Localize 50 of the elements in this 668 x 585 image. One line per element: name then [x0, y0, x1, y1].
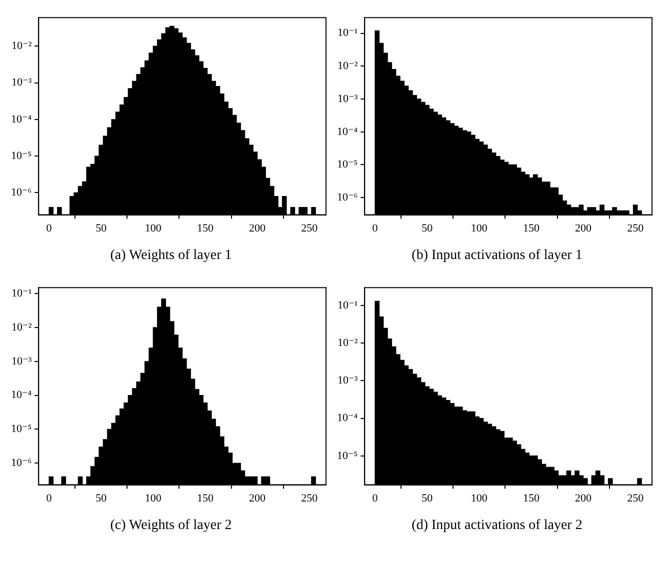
y-tick-label: 10⁻³	[12, 355, 32, 368]
x-tick-label: 200	[249, 222, 266, 234]
x-tick-label: 0	[46, 222, 52, 234]
x-tick-label: 200	[249, 492, 266, 504]
y-tick-label: 10⁻²	[12, 40, 32, 52]
y-tick-label: 10⁻³	[12, 76, 32, 89]
y-tick-label: 10⁻³	[338, 92, 358, 105]
y-tick-label: 10⁻⁵	[336, 450, 358, 462]
x-tick-label: 250	[627, 222, 644, 234]
x-tick-label: 200	[575, 222, 592, 234]
text: (c) Weights of layer 2	[109, 518, 233, 534]
y-tick-label: 10⁻⁴	[336, 126, 358, 138]
text: (a) Weights of layer 1	[109, 248, 233, 264]
y-tick-label: 10⁻⁴	[10, 113, 32, 126]
x-tick-label: 0	[46, 492, 52, 504]
y-tick-label: 10⁻⁶	[336, 192, 358, 204]
x-tick-label: 0	[372, 222, 378, 234]
x-tick-label: 50	[96, 222, 108, 234]
y-tick-label: 10⁻⁵	[10, 150, 32, 162]
x-tick-label: 50	[96, 492, 108, 504]
x-tick-label: 0	[372, 492, 378, 504]
x-tick-label: 100	[470, 222, 488, 234]
y-tick-label: 10⁻⁵	[336, 158, 358, 171]
y-tick-label: 10⁻²	[338, 337, 358, 350]
y-tick-label: 10⁻⁶	[10, 457, 32, 470]
y-tick-label: 10⁻²	[12, 321, 32, 334]
x-tick-label: 150	[196, 492, 214, 504]
x-tick-label: 250	[301, 492, 318, 504]
x-tick-label: 50	[422, 222, 434, 234]
x-tick-label: 100	[470, 492, 488, 504]
text: (b) Input activations of layer 1	[410, 248, 584, 264]
y-tick-label: 10⁻⁴	[336, 412, 358, 424]
y-tick-label: 10⁻⁴	[10, 389, 32, 402]
y-tick-label: 10⁻³	[338, 374, 358, 387]
text: (d) Input activations of layer 2	[410, 518, 584, 534]
x-tick-label: 250	[627, 492, 644, 504]
y-tick-label: 10⁻²	[338, 60, 358, 72]
x-tick-label: 250	[301, 222, 318, 234]
x-tick-label: 200	[575, 492, 592, 504]
y-tick-label: 10⁻¹	[338, 299, 358, 312]
y-tick-label: 10⁻⁵	[10, 423, 32, 436]
x-tick-label: 100	[144, 492, 162, 504]
x-tick-label: 50	[422, 492, 434, 504]
x-tick-label: 150	[522, 492, 540, 504]
y-tick-label: 10⁻¹	[12, 287, 32, 300]
x-tick-label: 150	[196, 222, 214, 234]
x-tick-label: 150	[522, 222, 540, 234]
x-tick-label: 100	[144, 222, 162, 234]
y-tick-label: 10⁻⁶	[10, 186, 32, 199]
y-tick-label: 10⁻¹	[338, 27, 358, 40]
